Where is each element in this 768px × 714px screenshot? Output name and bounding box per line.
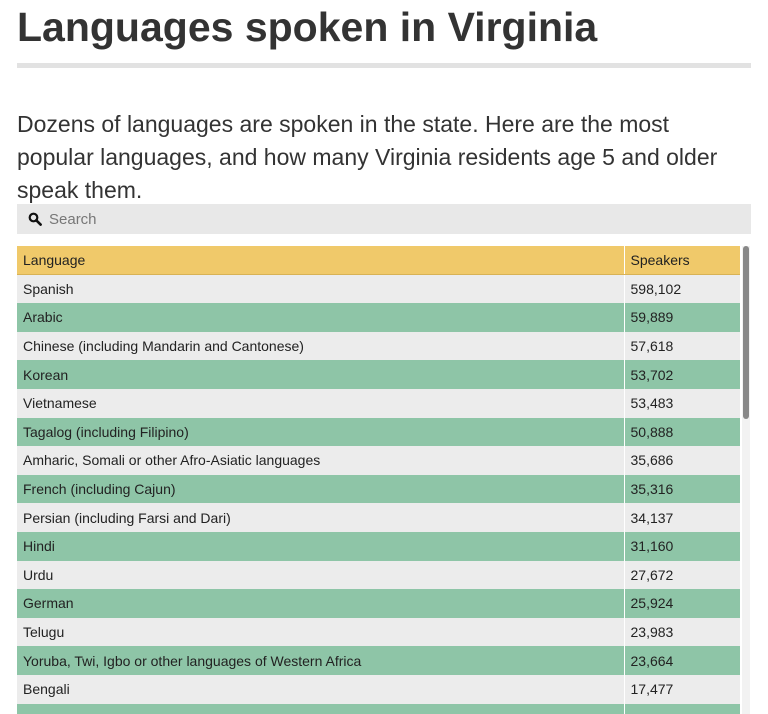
table-row: Chinese (including Mandarin and Cantones…	[17, 331, 740, 361]
search-bar	[17, 204, 751, 234]
cell-speakers: 27,672	[623, 560, 740, 590]
table-row: German 25,924	[17, 589, 740, 618]
cell-speakers: 23,664	[623, 646, 740, 675]
cell-speakers: 23,983	[623, 617, 740, 647]
cell-speakers	[623, 703, 740, 714]
cell-language: Arabic	[17, 303, 624, 332]
table-row: Vietnamese 53,483	[17, 388, 740, 418]
cell-language: Bengali	[17, 674, 624, 704]
cell-speakers: 35,316	[623, 474, 740, 504]
cell-language: Urdu	[17, 560, 624, 590]
cell-speakers: 53,483	[623, 388, 740, 418]
cell-language: Chinese (including Mandarin and Cantones…	[17, 331, 624, 361]
cell-speakers: 57,618	[623, 331, 740, 361]
table-header-row: Language Speakers	[17, 246, 740, 276]
table-row: Korean 53,702	[17, 360, 740, 389]
table-row	[17, 703, 740, 714]
cell-language: Amharic, Somali or other Afro-Asiatic la…	[17, 446, 624, 475]
scrollbar-thumb[interactable]	[743, 246, 749, 419]
languages-table-container[interactable]: Language Speakers Spanish 598,102 Arabic 59…	[17, 246, 751, 714]
table-row: Yoruba, Twi, Igbo or other languages of …	[17, 646, 740, 675]
cell-language: Spanish	[17, 274, 624, 304]
table-row: Spanish 598,102	[17, 274, 740, 304]
cell-speakers: 59,889	[623, 303, 740, 332]
page-title: Languages spoken in Virginia	[17, 4, 598, 50]
table-row: Urdu 27,672	[17, 560, 740, 590]
cell-language: Korean	[17, 360, 624, 389]
cell-language: Hindi	[17, 531, 624, 561]
table-row: Amharic, Somali or other Afro-Asiatic la…	[17, 446, 740, 475]
cell-language: German	[17, 589, 624, 618]
cell-speakers: 31,160	[623, 531, 740, 561]
table-scrollbar[interactable]	[742, 246, 750, 714]
cell-speakers: 17,477	[623, 674, 740, 704]
table-row: Persian (including Farsi and Dari) 34,137	[17, 503, 740, 532]
column-header-speakers[interactable]: Speakers	[623, 246, 740, 276]
table-row: Tagalog (including Filipino) 50,888	[17, 417, 740, 447]
cell-language: Tagalog (including Filipino)	[17, 417, 624, 447]
search-input[interactable]	[49, 205, 751, 233]
cell-language: French (including Cajun)	[17, 474, 624, 504]
search-icon	[21, 204, 49, 234]
cell-speakers: 50,888	[623, 417, 740, 447]
cell-speakers: 53,702	[623, 360, 740, 389]
cell-language: Yoruba, Twi, Igbo or other languages of …	[17, 646, 624, 675]
title-divider	[17, 63, 751, 68]
languages-table: Language Speakers Spanish 598,102 Arabic 59…	[17, 246, 740, 714]
cell-speakers: 598,102	[623, 274, 740, 304]
cell-speakers: 35,686	[623, 446, 740, 475]
column-header-language[interactable]: Language	[17, 246, 624, 276]
table-body: Spanish 598,102 Arabic 59,889 Chinese (inclu…	[17, 274, 740, 714]
table-row: Hindi 31,160	[17, 531, 740, 561]
cell-language: Persian (including Farsi and Dari)	[17, 503, 624, 532]
cell-language	[17, 703, 624, 714]
table-row: Telugu 23,983	[17, 617, 740, 647]
table-row: Arabic 59,889	[17, 303, 740, 332]
intro-text: Dozens of languages are spoken in the st…	[17, 111, 718, 203]
cell-language: Vietnamese	[17, 388, 624, 418]
cell-speakers: 25,924	[623, 589, 740, 618]
table-row: Bengali 17,477	[17, 674, 740, 704]
cell-speakers: 34,137	[623, 503, 740, 532]
table-row: French (including Cajun) 35,316	[17, 474, 740, 504]
cell-language: Telugu	[17, 617, 624, 647]
